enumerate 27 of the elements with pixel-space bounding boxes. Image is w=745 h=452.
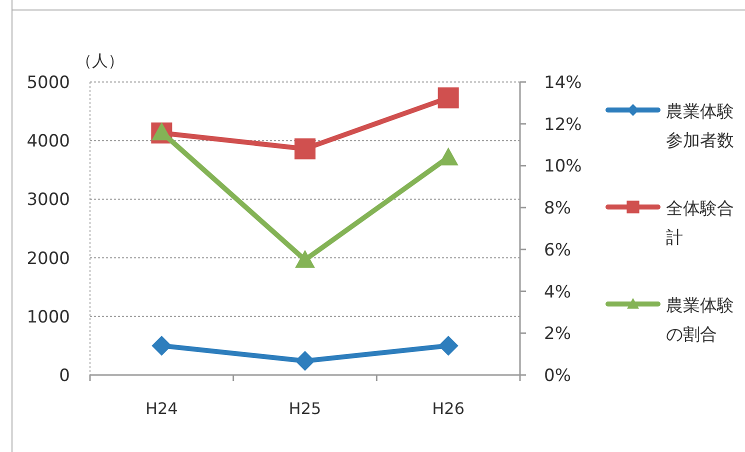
y-tick-label: 5000 bbox=[26, 73, 70, 93]
x-tick-label: H25 bbox=[288, 399, 322, 418]
x-tick-label: H24 bbox=[145, 399, 178, 418]
y-tick-label: 3000 bbox=[26, 190, 70, 210]
y-axis-title: （人） bbox=[76, 51, 124, 70]
point bbox=[294, 138, 316, 160]
point bbox=[152, 336, 172, 356]
point bbox=[295, 350, 315, 371]
y2-tick-label: 8% bbox=[544, 198, 571, 219]
y2-tick-label: 4% bbox=[544, 282, 571, 302]
y2-tick-label: 2% bbox=[544, 324, 571, 344]
y2-tick-label: 14% bbox=[544, 73, 582, 93]
point bbox=[438, 87, 459, 108]
y-tick-label: 0 bbox=[59, 366, 70, 386]
point bbox=[295, 250, 315, 268]
y2-tick-label: 12% bbox=[544, 114, 582, 135]
y2-tick-label: 6% bbox=[544, 240, 571, 260]
x-tick-label: H26 bbox=[432, 399, 465, 418]
y2-tick-label: 0% bbox=[544, 366, 571, 386]
y-tick-label: 4000 bbox=[26, 132, 70, 152]
legend-label: 農業体験の割合 bbox=[666, 296, 734, 345]
y2-tick-label: 10% bbox=[544, 156, 582, 177]
y-tick-label: 2000 bbox=[26, 248, 70, 269]
legend-label: 全体験合計 bbox=[666, 199, 734, 248]
point bbox=[438, 336, 458, 356]
legend-label: 農業体験参加者数 bbox=[666, 102, 734, 151]
y-tick-label: 1000 bbox=[26, 307, 70, 328]
